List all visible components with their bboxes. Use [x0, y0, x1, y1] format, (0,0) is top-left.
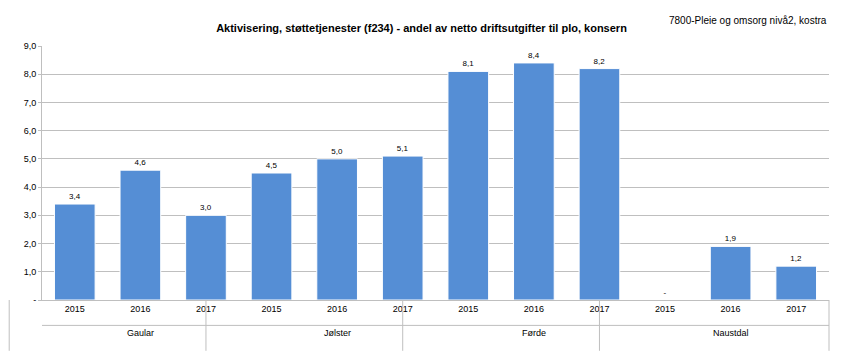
svg-text:5,0: 5,0	[24, 154, 37, 164]
svg-text:4,6: 4,6	[135, 158, 147, 167]
svg-text:1,0: 1,0	[24, 267, 37, 277]
svg-text:7800-Pleie og omsorg nivå2, ko: 7800-Pleie og omsorg nivå2, kostra	[669, 15, 827, 26]
svg-text:2015: 2015	[655, 304, 675, 314]
svg-text:Aktivisering, støttetjenester: Aktivisering, støttetjenester (f234) - a…	[216, 22, 627, 34]
svg-text:8,1: 8,1	[462, 59, 474, 68]
svg-text:2016: 2016	[130, 304, 150, 314]
svg-text:2016: 2016	[721, 304, 741, 314]
svg-text:8,2: 8,2	[594, 57, 606, 66]
svg-text:5,0: 5,0	[331, 147, 343, 156]
svg-text:2017: 2017	[786, 304, 806, 314]
svg-text:3,4: 3,4	[69, 192, 81, 201]
svg-text:5,1: 5,1	[397, 144, 409, 153]
svg-text:2017: 2017	[393, 304, 413, 314]
svg-text:Førde: Førde	[522, 328, 546, 338]
svg-text:6,0: 6,0	[24, 126, 37, 136]
svg-text:9,0: 9,0	[24, 41, 37, 51]
svg-text:2017: 2017	[196, 304, 216, 314]
svg-text:2,0: 2,0	[24, 239, 37, 249]
svg-text:8,0: 8,0	[24, 69, 37, 79]
svg-text:Jølster: Jølster	[324, 328, 351, 338]
svg-text:-: -	[33, 295, 36, 305]
svg-text:1,2: 1,2	[790, 254, 802, 263]
svg-text:3,0: 3,0	[24, 210, 37, 220]
svg-text:1,9: 1,9	[725, 234, 737, 243]
svg-text:2015: 2015	[458, 304, 478, 314]
svg-text:2017: 2017	[589, 304, 609, 314]
svg-text:2016: 2016	[327, 304, 347, 314]
svg-text:-: -	[664, 288, 667, 297]
svg-text:8,4: 8,4	[528, 51, 540, 60]
svg-text:Gaular: Gaular	[127, 328, 154, 338]
svg-text:7,0: 7,0	[24, 98, 37, 108]
svg-text:2015: 2015	[65, 304, 85, 314]
svg-text:4,5: 4,5	[266, 161, 278, 170]
svg-text:3,0: 3,0	[200, 203, 212, 212]
svg-text:2016: 2016	[524, 304, 544, 314]
svg-text:Naustdal: Naustdal	[713, 328, 749, 338]
svg-text:2015: 2015	[262, 304, 282, 314]
svg-text:4,0: 4,0	[24, 182, 37, 192]
